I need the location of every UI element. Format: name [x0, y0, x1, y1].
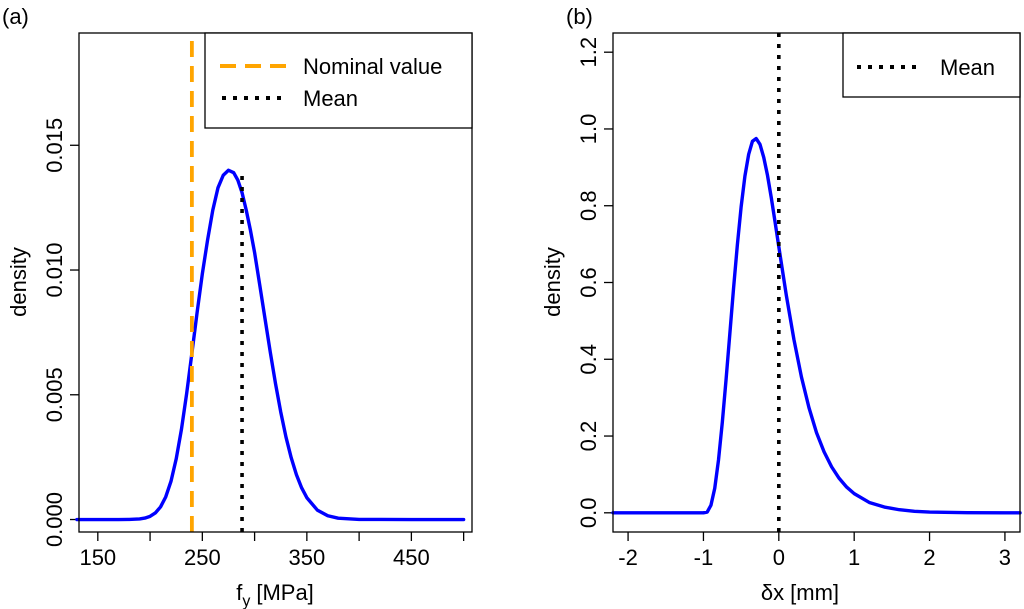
panel-a-xlabel-sub: y: [242, 593, 250, 609]
x-tick-label-a-350: 350: [288, 545, 325, 570]
panel-b-legend-box: [842, 32, 1021, 98]
y-tick-label-b-1: 0.2: [576, 421, 601, 452]
panel-a-xlabel-main: f: [236, 580, 243, 605]
panel-a-tag: (a): [2, 4, 29, 29]
panel-a-legend-box: [204, 32, 473, 129]
y-tick-label-b-2: 0.4: [576, 344, 601, 375]
panel-a-ylabel: density: [6, 247, 31, 317]
panel-a: (a) 150 250 350 450 0.000 0.005 0.010 0.015 Nom…: [2, 4, 473, 609]
legend-mean-label-a: Mean: [303, 86, 358, 111]
y-tick-label-b-6: 1.2: [576, 37, 601, 68]
density-curve-a-0: [75, 168, 466, 522]
panel-b-tag: (b): [566, 4, 593, 29]
panel-b-xlabel-unit: [mm]: [790, 580, 839, 605]
y-tick-label-a-3: 0.015: [42, 118, 67, 173]
x-tick-label-a-150: 150: [79, 545, 116, 570]
panel-b-xlabel: δx [mm]: [761, 580, 839, 605]
density-curve-b-0: [611, 136, 1022, 515]
panel-a-xlabel-unit: [MPa]: [256, 580, 313, 605]
panel-b-ylabel: density: [540, 247, 565, 317]
x-tick-label-a-450: 450: [393, 545, 430, 570]
x-tick-label-b--1: -1: [694, 545, 714, 570]
x-tick-label-b-0: 0: [773, 545, 785, 570]
panel-a-legend: Nominal value Mean: [204, 32, 473, 129]
y-tick-label-b-4: 0.8: [576, 190, 601, 221]
x-tick-label-b-2: 2: [923, 545, 935, 570]
y-tick-label-b-5: 1.0: [576, 114, 601, 145]
y-tick-label-a-1: 0.005: [42, 367, 67, 422]
x-tick-label-b--2: -2: [618, 545, 638, 570]
panel-b: (b) -2 -1 0 1 2 3 0.0 0.2 0.4 0.6 0.8 1.0 1.2 Mean d…: [540, 4, 1022, 605]
y-tick-label-b-3: 0.6: [576, 267, 601, 298]
legend-nominal-label: Nominal value: [303, 54, 442, 79]
panel-b-legend: Mean: [842, 32, 1021, 98]
y-tick-label-a-0: 0.000: [42, 492, 67, 547]
x-tick-label-b-1: 1: [848, 545, 860, 570]
legend-mean-label-b: Mean: [940, 55, 995, 80]
panel-b-plot-frame: [612, 32, 1021, 533]
panel-a-xlabel: fy [MPa]: [236, 580, 314, 609]
panel-b-xlabel-main: δx: [761, 580, 784, 605]
x-tick-label-b-3: 3: [999, 545, 1011, 570]
y-tick-label-a-2: 0.010: [42, 242, 67, 297]
x-tick-label-a-250: 250: [184, 545, 221, 570]
y-tick-label-b-0: 0.0: [576, 498, 601, 529]
